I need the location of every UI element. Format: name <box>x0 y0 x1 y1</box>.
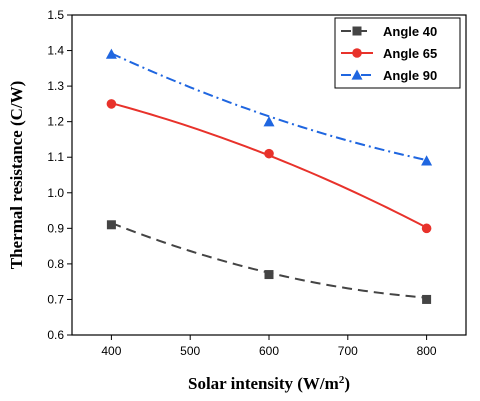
series-angle-65 <box>106 99 432 234</box>
legend-marker <box>352 26 362 36</box>
x-axis-title-superscript: 2 <box>339 374 345 386</box>
x-axis-title: Solar intensity (W/m2) <box>188 374 350 393</box>
y-tick-label: 1.3 <box>47 79 64 93</box>
data-point <box>106 220 116 230</box>
legend-item-angle-90: Angle 90 <box>341 68 437 83</box>
y-tick-label: 1.2 <box>47 115 64 129</box>
legend-marker <box>351 69 363 80</box>
legend-label: Angle 65 <box>383 46 437 61</box>
x-tick-label: 700 <box>338 344 358 358</box>
y-tick-label: 1.0 <box>47 186 64 200</box>
x-tick-label: 800 <box>417 344 437 358</box>
y-tick-label: 0.9 <box>47 221 64 235</box>
x-tick-label: 400 <box>101 344 121 358</box>
data-point <box>263 116 275 127</box>
legend-item-angle-65: Angle 65 <box>341 46 437 61</box>
data-point <box>106 99 117 109</box>
series-angle-90 <box>105 48 433 166</box>
y-tick-label: 0.6 <box>47 328 64 342</box>
legend-label: Angle 90 <box>383 68 437 83</box>
series-angle-40 <box>106 220 432 304</box>
y-tick-label: 0.8 <box>47 257 64 271</box>
x-axis-ticks: 400 500 600 700 800 <box>101 335 437 358</box>
x-axis-title-close: ) <box>344 374 350 393</box>
data-point <box>421 155 433 166</box>
y-tick-label: 1.1 <box>47 150 64 164</box>
x-axis-title-text: Solar intensity (W/m <box>188 374 339 393</box>
x-tick-label: 600 <box>259 344 279 358</box>
y-tick-label: 0.7 <box>47 292 64 306</box>
legend-item-angle-40: Angle 40 <box>341 24 437 39</box>
legend: Angle 40 Angle 65 Angle 90 <box>334 17 461 89</box>
data-point <box>422 294 432 304</box>
legend-marker <box>352 48 362 58</box>
y-tick-label: 1.4 <box>47 44 64 58</box>
legend-label: Angle 40 <box>383 24 437 39</box>
data-point <box>264 148 274 159</box>
data-point <box>421 223 432 234</box>
x-tick-label: 500 <box>180 344 200 358</box>
data-point <box>264 270 274 280</box>
y-axis-ticks: 0.6 0.7 0.8 0.9 1.0 1.1 1.2 1.3 1.4 1.5 <box>47 8 72 342</box>
y-axis-title: Thermal resistance (C/W) <box>7 81 26 270</box>
y-tick-label: 1.5 <box>47 8 64 22</box>
data-point <box>105 48 117 59</box>
fit-line <box>111 222 427 299</box>
series-layer <box>105 48 433 304</box>
